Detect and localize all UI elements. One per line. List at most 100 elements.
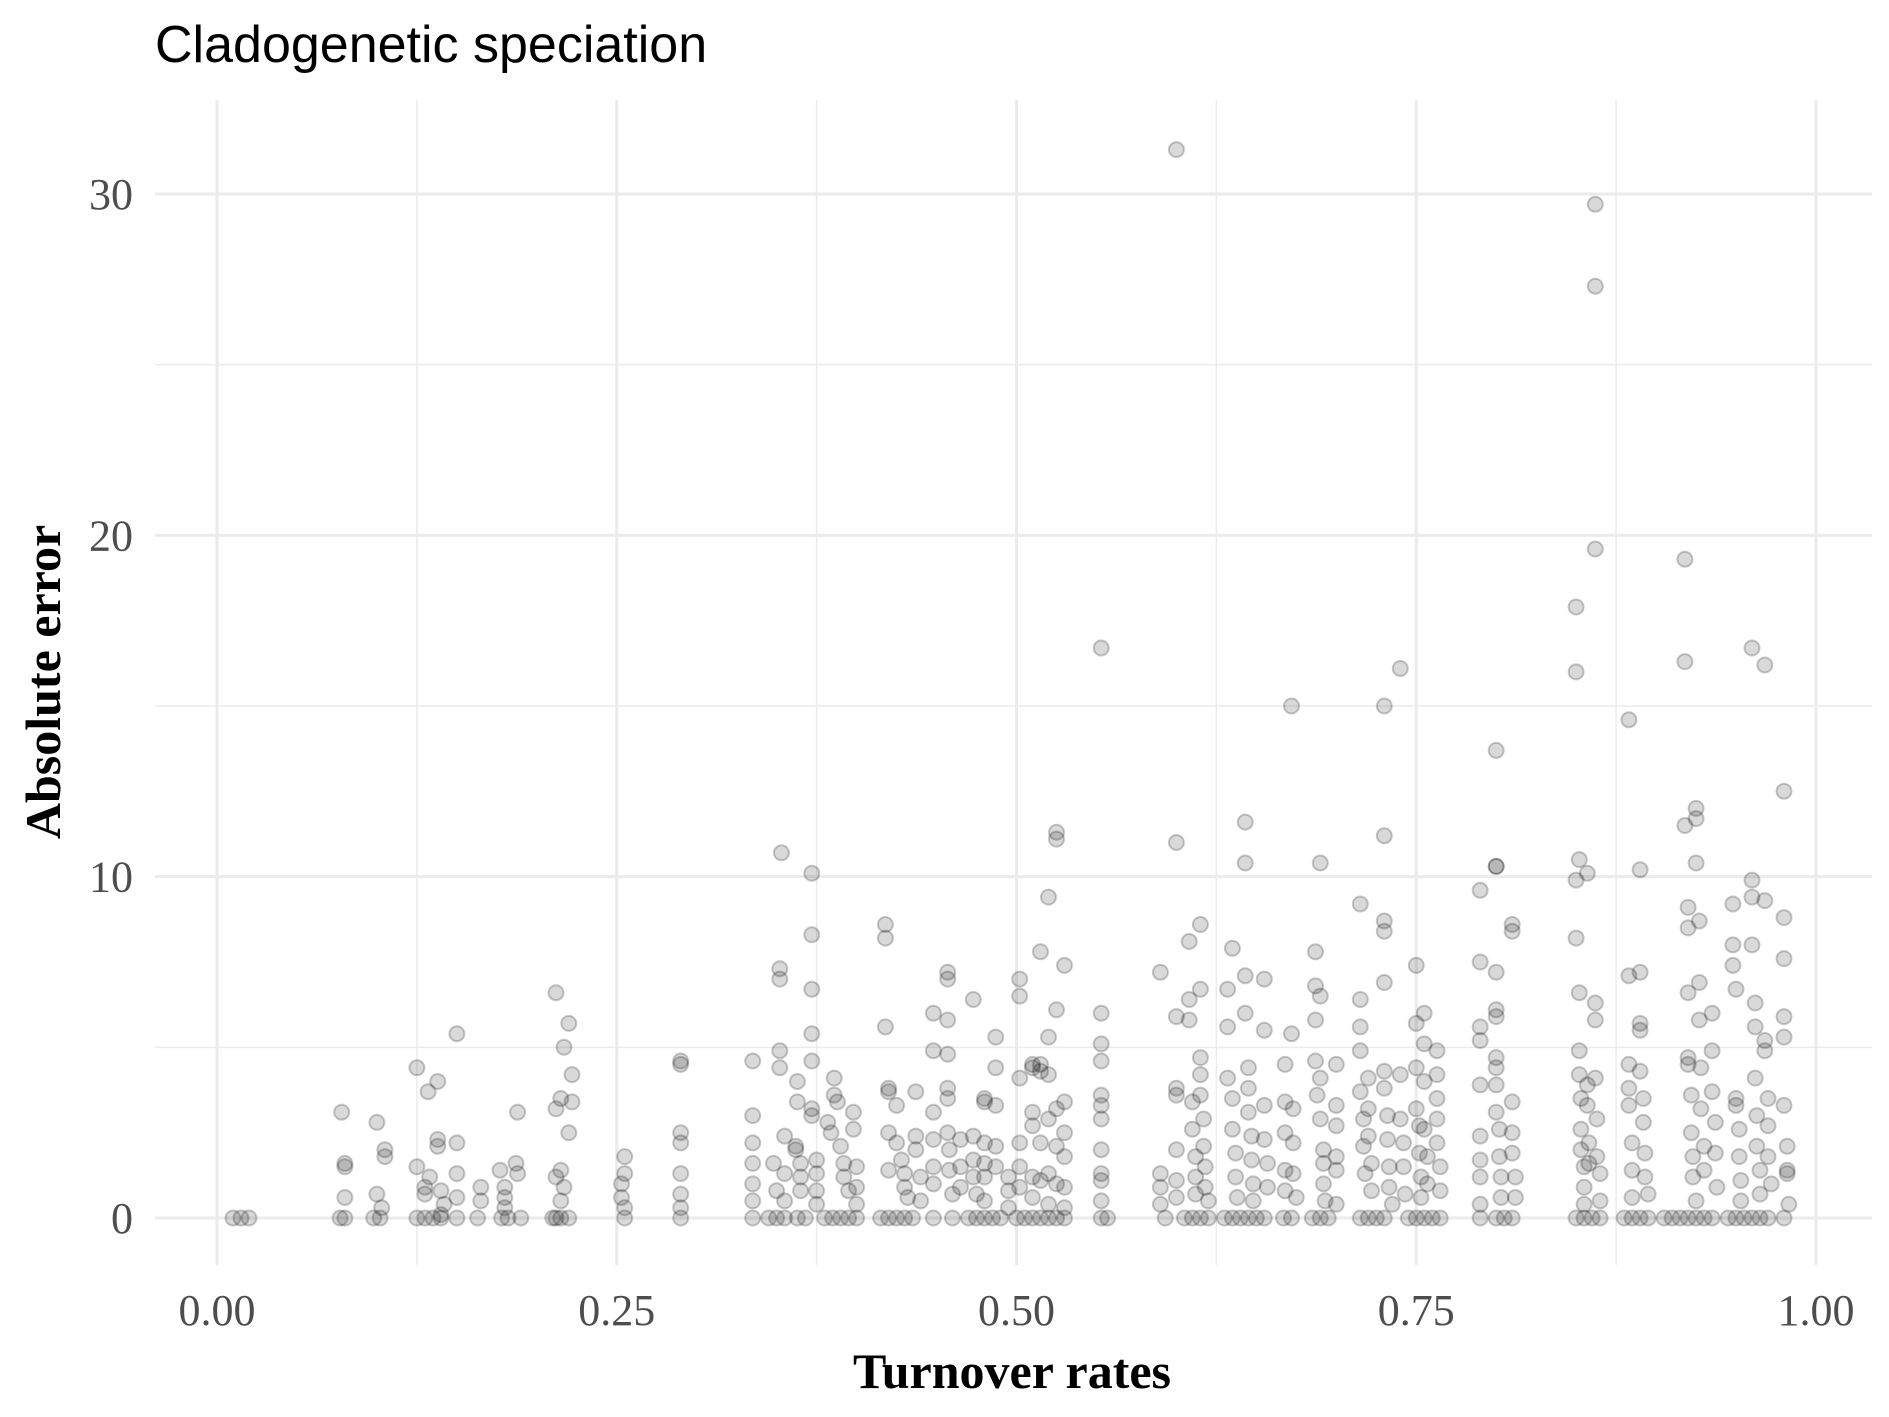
data-point (1228, 1170, 1243, 1185)
data-point (988, 1139, 1003, 1154)
data-point (926, 1105, 941, 1120)
data-point (1169, 1088, 1184, 1103)
data-point (617, 1149, 632, 1164)
data-point (827, 1071, 842, 1086)
data-point (1777, 1098, 1792, 1113)
data-point (1505, 1211, 1520, 1226)
data-point (409, 1060, 424, 1075)
data-point (1260, 1156, 1275, 1171)
data-point (1636, 1091, 1651, 1106)
data-point (1573, 1122, 1588, 1137)
data-point (1733, 1173, 1748, 1188)
data-point (1246, 1193, 1261, 1208)
data-point (1473, 1211, 1488, 1226)
data-point (1494, 1190, 1509, 1205)
data-point (1225, 1122, 1240, 1137)
data-point (804, 866, 819, 881)
data-point (1041, 890, 1056, 905)
data-point (1684, 1088, 1699, 1103)
data-point (1505, 924, 1520, 939)
data-point (940, 1013, 955, 1028)
data-point (1257, 1098, 1272, 1113)
data-point (1377, 975, 1392, 990)
data-point (804, 927, 819, 942)
data-point (1057, 1200, 1072, 1215)
data-point (1289, 1190, 1304, 1205)
data-point (1377, 699, 1392, 714)
data-point (1589, 1149, 1604, 1164)
data-point (1238, 815, 1253, 830)
data-point (830, 1094, 845, 1109)
data-point (1329, 1197, 1344, 1212)
x-axis-title: Turnover rates (853, 1343, 1171, 1399)
y-tick-label: 0 (111, 1194, 133, 1243)
data-point (1313, 1112, 1328, 1127)
data-point (433, 1207, 448, 1222)
data-point (926, 1211, 941, 1226)
data-point (1286, 1101, 1301, 1116)
data-point (1433, 1211, 1448, 1226)
data-point (1361, 1101, 1376, 1116)
data-point (745, 1176, 760, 1191)
data-point (940, 1047, 955, 1062)
data-point (1353, 1043, 1368, 1058)
data-point (1196, 1112, 1211, 1127)
data-point (1396, 1159, 1411, 1174)
data-point (1633, 862, 1648, 877)
data-point (1588, 996, 1603, 1011)
data-point (1313, 989, 1328, 1004)
data-point (1057, 1180, 1072, 1195)
data-point (1569, 664, 1584, 679)
data-point (1393, 1112, 1408, 1127)
data-point (1169, 1190, 1184, 1205)
data-point (913, 1193, 928, 1208)
data-point (1385, 1197, 1400, 1212)
data-point (1238, 968, 1253, 983)
data-point (369, 1115, 384, 1130)
data-point (1257, 1132, 1272, 1147)
data-point (940, 972, 955, 987)
data-point (1593, 1193, 1608, 1208)
data-point (1286, 1135, 1301, 1150)
data-point (1244, 1153, 1259, 1168)
data-point (1094, 641, 1109, 656)
data-point (510, 1166, 525, 1181)
data-point (1641, 1187, 1656, 1202)
data-point (1380, 1132, 1395, 1147)
data-point (772, 972, 787, 987)
data-point (549, 1101, 564, 1116)
data-point (1025, 1118, 1040, 1133)
data-point (242, 1211, 257, 1226)
data-point (1745, 937, 1760, 952)
data-point (926, 1006, 941, 1021)
data-point (1012, 972, 1027, 987)
data-point (1094, 1112, 1109, 1127)
data-point (1709, 1180, 1724, 1195)
data-point (1641, 1211, 1656, 1226)
data-point (1193, 917, 1208, 932)
data-point (1238, 1006, 1253, 1021)
data-point (1094, 1142, 1109, 1157)
data-point (1260, 1180, 1275, 1195)
data-point (889, 1135, 904, 1150)
data-point (846, 1122, 861, 1137)
data-point (1278, 1057, 1293, 1072)
data-point (1580, 866, 1595, 881)
data-point (1012, 1071, 1027, 1086)
data-point (1757, 893, 1772, 908)
data-point (561, 1211, 576, 1226)
data-point (1621, 712, 1636, 727)
data-point (1284, 1026, 1299, 1041)
y-axis-ticks: 0102030 (89, 170, 133, 1243)
data-point (1593, 1211, 1608, 1226)
data-point (772, 1060, 787, 1075)
data-point (824, 1125, 839, 1140)
data-point (1732, 1122, 1747, 1137)
data-point (846, 1105, 861, 1120)
data-point (1377, 924, 1392, 939)
data-point (1777, 910, 1792, 925)
data-point (1153, 1180, 1168, 1195)
data-point (926, 1176, 941, 1191)
data-point (1777, 1009, 1792, 1024)
